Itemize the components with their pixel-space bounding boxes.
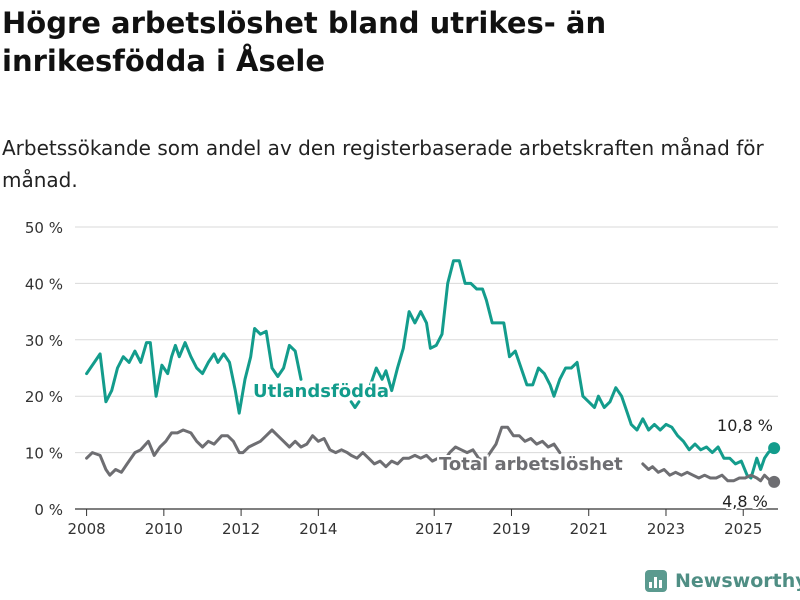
brand-name: Newsworthy <box>675 570 800 592</box>
newsworthy-brand[interactable]: Newsworthy <box>645 570 800 592</box>
y-tick-label: 0 % <box>34 501 63 519</box>
total-unemployment-line <box>641 462 776 484</box>
foreign-born-end-dot <box>768 442 781 455</box>
x-tick-label: 2012 <box>222 520 260 538</box>
x-tick-label: 2019 <box>492 520 530 538</box>
x-tick-label: 2014 <box>299 520 337 538</box>
y-tick-label: 30 % <box>25 332 63 350</box>
bar-chart-icon <box>645 570 667 592</box>
series-label-total-unemployment: Total arbetslöshet <box>439 454 623 475</box>
y-tick-label: 20 % <box>25 388 63 406</box>
x-tick-label: 2017 <box>415 520 453 538</box>
chart-title: Högre arbetslöshet bland utrikes- än inr… <box>2 6 607 78</box>
x-tick-label: 2021 <box>570 520 608 538</box>
x-tick-label: 2023 <box>647 520 685 538</box>
x-tick-label: 2010 <box>145 520 183 538</box>
total-unemployment-end-dot <box>768 475 781 488</box>
line-chart: 0 % 10 % 20 % 30 % 40 % 50 % 2008 2010 2012 2014 2… <box>25 219 781 538</box>
chart-subtitle: Arbetssökande som andel av den registerb… <box>2 136 764 192</box>
end-value-label-total-unemployment: 4,8 % <box>722 492 768 511</box>
total-unemployment-line <box>85 425 562 477</box>
end-value-label-foreign-born: 10,8 % <box>717 416 773 435</box>
x-tick-label: 2025 <box>724 520 762 538</box>
foreign-born-line <box>85 327 303 415</box>
y-tick-label: 40 % <box>25 275 63 293</box>
y-tick-label: 10 % <box>25 445 63 463</box>
series-label-foreign-born: Utlandsfödda <box>253 381 389 402</box>
foreign-born-line <box>349 400 361 409</box>
x-tick-label: 2008 <box>67 520 105 538</box>
foreign-born-line <box>369 259 776 480</box>
y-tick-label: 50 % <box>25 219 63 237</box>
